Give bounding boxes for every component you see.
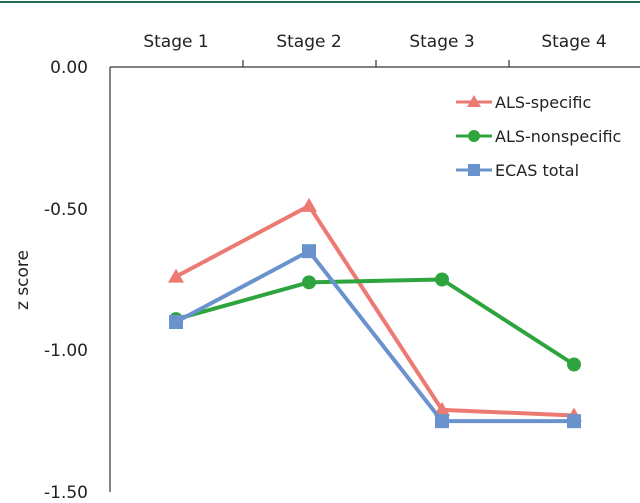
series-line-ecas-total — [175, 249, 574, 424]
data-point-als-nonspecific-3 — [435, 272, 449, 287]
legend-label-ecas-total: ECAS total — [495, 161, 579, 180]
series-line-als-nonspecific — [175, 277, 576, 367]
data-point-ecas-total-2 — [302, 244, 316, 259]
legend-marker-ecas-total — [468, 164, 480, 176]
series-layer — [168, 60, 582, 429]
y-tick-label-3: -1.50 — [44, 483, 88, 503]
y-axis: 0.00 -0.50 -1.00 -1.50 z score — [13, 58, 111, 503]
legend: ALS-specific ALS-nonspecific ECAS total — [456, 93, 621, 180]
x-tick-label-stage-2: Stage 2 — [276, 32, 341, 52]
legend-label-als-specific: ALS-specific — [495, 93, 591, 112]
y-tick-label-1: -0.50 — [44, 200, 88, 220]
legend-marker-als-nonspecific — [468, 130, 480, 142]
x-tick-label-stage-4: Stage 4 — [541, 32, 606, 52]
x-tick-label-stage-3: Stage 3 — [409, 32, 474, 52]
y-tick-label-2: -1.00 — [44, 341, 88, 361]
data-point-ecas-total-4 — [567, 414, 581, 429]
y-axis-title: z score — [13, 250, 33, 310]
legend-label-als-nonspecific: ALS-nonspecific — [495, 127, 621, 146]
data-point-als-specific-1 — [168, 268, 184, 283]
data-point-als-nonspecific-2 — [302, 275, 316, 290]
data-point-ecas-total-3 — [435, 414, 449, 429]
series-line-als-specific — [175, 203, 575, 418]
x-axis: Stage 1 Stage 2 Stage 3 Stage 4 — [110, 32, 640, 68]
x-tick-label-stage-1: Stage 1 — [143, 32, 208, 52]
data-point-ecas-total-1 — [169, 315, 183, 329]
data-point-als-specific-3 — [434, 401, 450, 416]
legend-marker-als-specific — [467, 95, 481, 107]
y-tick-label-0: 0.00 — [50, 58, 88, 78]
data-point-als-specific-2 — [301, 197, 317, 212]
data-point-als-nonspecific-4 — [567, 357, 581, 372]
